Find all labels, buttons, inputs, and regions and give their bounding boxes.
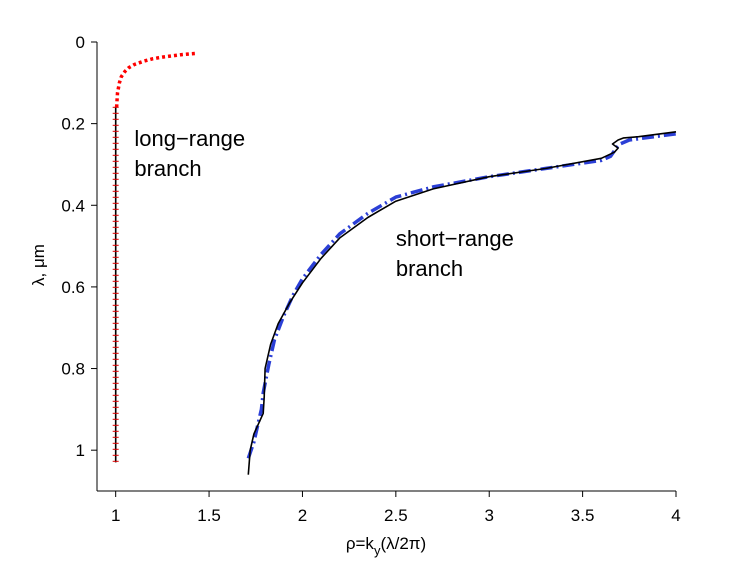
annotation-line: short−range — [396, 226, 514, 251]
annotation-line: branch — [134, 156, 201, 181]
x-tick-label: 4 — [671, 506, 680, 525]
x-tick-label: 1.5 — [197, 506, 221, 525]
y-tick-label: 0.2 — [61, 115, 85, 134]
x-tick-label: 3 — [484, 506, 493, 525]
y-axis-title: λ, μm — [29, 244, 48, 286]
y-tick-label: 0 — [76, 33, 85, 52]
y-tick-label: 0.6 — [61, 278, 85, 297]
x-tick-label: 3.5 — [571, 506, 595, 525]
annotation-1: short−range branch — [396, 226, 514, 281]
series-layer — [112, 51, 677, 475]
series-line-3 — [247, 131, 677, 475]
y-tick-label: 0.4 — [61, 196, 85, 215]
x-axis-title-main: ρ=k — [346, 534, 375, 553]
x-axis-title-sub: y — [374, 543, 381, 558]
x-tick-label: 2.5 — [384, 506, 408, 525]
y-tick-label: 1 — [76, 441, 85, 460]
x-tick-label: 1 — [111, 506, 120, 525]
x-axis-title-tail: (λ/2π) — [380, 534, 426, 553]
y-tick-label: 0.8 — [61, 360, 85, 379]
annotation-line: branch — [396, 256, 463, 281]
annotation-line: long−range — [134, 126, 245, 151]
axes: 1 1.5 2 2.5 3 3.5 4 0 0.2 0.4 0.6 0.8 1 — [61, 33, 680, 525]
x-tick-label: 2 — [298, 506, 307, 525]
annotation-0: long−range branch — [134, 126, 245, 181]
series-line-0 — [114, 51, 197, 108]
x-axis-title: ρ=ky(λ/2π) — [346, 534, 426, 558]
annotations: long−range branch short−range branch — [134, 126, 514, 281]
